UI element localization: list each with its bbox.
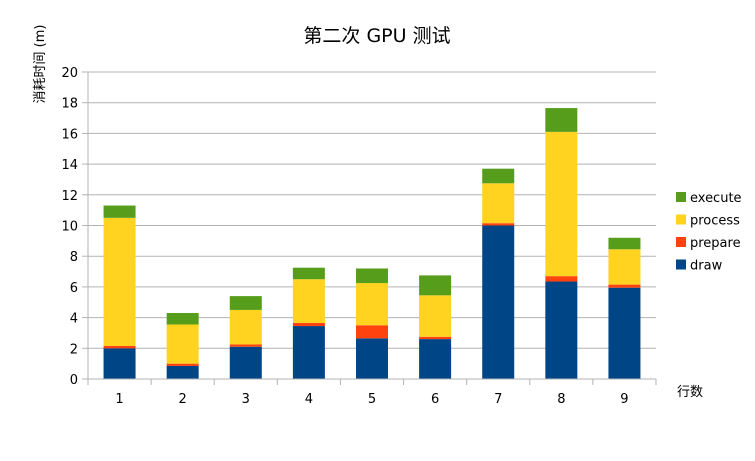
bar-process-2 xyxy=(166,324,199,364)
x-tick-label: 3 xyxy=(242,392,250,407)
legend-swatch-process xyxy=(676,214,686,225)
x-tick-label: 1 xyxy=(115,392,123,407)
y-tick-label: 12 xyxy=(61,189,78,204)
y-tick-label: 18 xyxy=(61,97,78,112)
legend-label-prepare: prepare xyxy=(690,236,741,251)
y-tick-label: 8 xyxy=(70,250,78,265)
bar-prepare-4 xyxy=(292,322,325,327)
x-tick-label: 7 xyxy=(494,392,502,407)
bar-prepare-9 xyxy=(608,284,641,288)
bar-draw-7 xyxy=(482,225,515,379)
x-tick-label: 8 xyxy=(557,392,565,407)
bar-prepare-2 xyxy=(166,363,199,366)
bar-execute-6 xyxy=(419,275,452,296)
x-tick-label: 5 xyxy=(368,392,376,407)
bar-prepare-1 xyxy=(103,345,136,349)
legend: execute process prepare draw xyxy=(676,191,742,274)
bar-execute-5 xyxy=(356,268,388,284)
bar-draw-9 xyxy=(608,287,641,379)
bar-prepare-5 xyxy=(356,325,388,339)
bar-process-1 xyxy=(103,217,136,346)
bar-draw-8 xyxy=(545,281,578,379)
legend-swatch-execute xyxy=(676,192,686,202)
bars xyxy=(103,108,641,379)
bar-execute-8 xyxy=(545,108,578,132)
x-tick-label: 6 xyxy=(431,392,439,407)
bar-prepare-6 xyxy=(419,336,452,340)
y-tick-label: 16 xyxy=(61,127,78,142)
y-tick-label: 20 xyxy=(61,66,78,81)
y-tick-label: 6 xyxy=(70,281,78,296)
bar-process-4 xyxy=(292,279,325,323)
bar-execute-9 xyxy=(608,237,641,250)
bar-process-7 xyxy=(482,183,515,224)
bar-execute-1 xyxy=(103,205,136,218)
y-tick-label: 2 xyxy=(70,342,78,357)
x-tick-label: 4 xyxy=(305,392,313,407)
x-tick-label: 9 xyxy=(620,392,628,407)
bar-draw-4 xyxy=(292,326,325,379)
x-tick-label: 2 xyxy=(179,392,187,407)
bar-prepare-8 xyxy=(545,276,578,282)
bar-execute-7 xyxy=(482,168,515,184)
bar-draw-1 xyxy=(103,348,136,379)
legend-label-execute: execute xyxy=(690,191,742,206)
bar-process-5 xyxy=(356,283,388,326)
bar-process-9 xyxy=(608,249,641,285)
bar-process-6 xyxy=(419,295,452,337)
bar-draw-5 xyxy=(356,338,388,379)
legend-swatch-draw xyxy=(676,259,686,270)
y-tick-label: 0 xyxy=(70,373,78,388)
bar-draw-3 xyxy=(229,346,262,379)
y-tick-label: 14 xyxy=(61,158,78,173)
bar-execute-2 xyxy=(166,312,199,325)
y-axis-title: 消耗时间 (m) xyxy=(33,25,48,104)
bar-draw-2 xyxy=(166,365,199,379)
legend-label-process: process xyxy=(690,214,740,229)
bar-execute-4 xyxy=(292,267,325,280)
chart-title: 第二次 GPU 测试 xyxy=(303,25,450,47)
bar-process-8 xyxy=(545,131,578,277)
legend-label-draw: draw xyxy=(690,259,723,274)
y-tick-label: 4 xyxy=(70,312,78,327)
bar-execute-3 xyxy=(229,296,262,310)
y-tick-label: 10 xyxy=(61,220,78,235)
x-axis-title: 行数 xyxy=(677,385,703,400)
legend-swatch-prepare xyxy=(676,237,686,247)
bar-draw-6 xyxy=(419,339,452,379)
bar-prepare-3 xyxy=(229,344,262,347)
bar-prepare-7 xyxy=(482,223,515,226)
bar-process-3 xyxy=(229,309,262,345)
